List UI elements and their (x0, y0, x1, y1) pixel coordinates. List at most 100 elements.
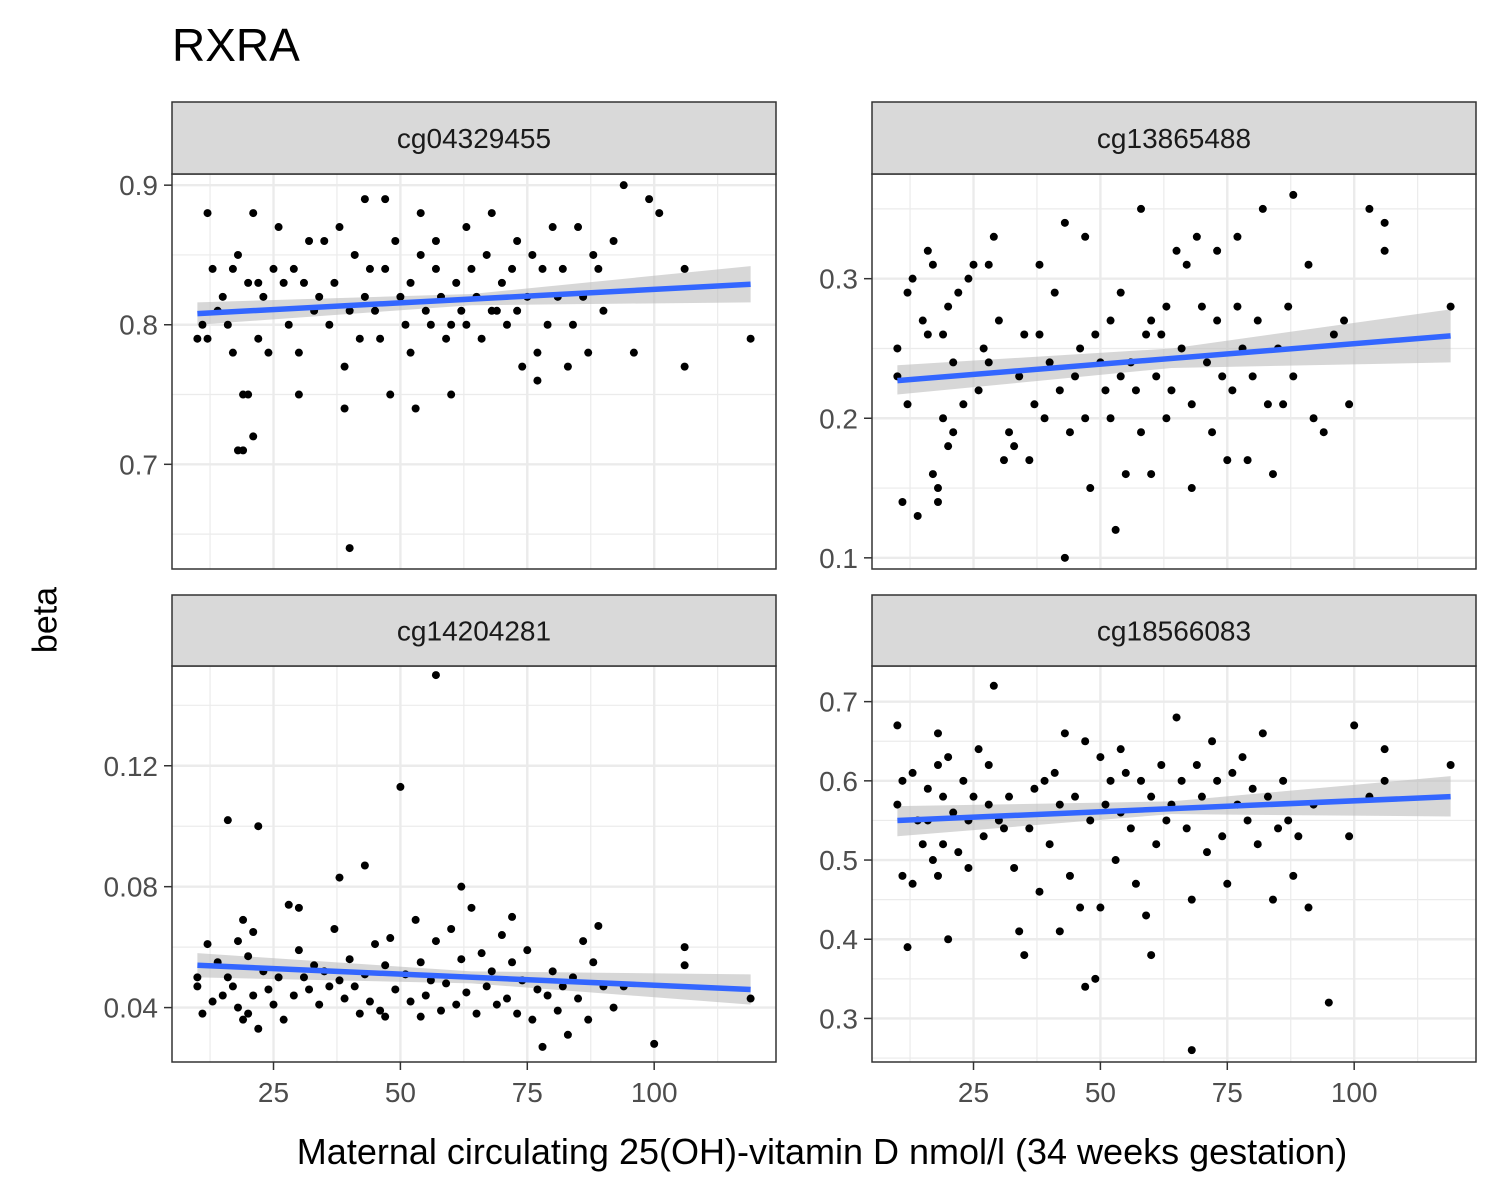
data-point (918, 840, 927, 849)
data-point (233, 250, 242, 259)
data-point (619, 181, 628, 190)
data-point (1197, 302, 1206, 311)
data-point (299, 973, 308, 982)
x-axis-label: Maternal circulating 25(OH)-vitamin D nm… (296, 1131, 1348, 1172)
data-point (421, 991, 430, 1000)
data-point (1208, 428, 1217, 437)
data-point (497, 931, 506, 940)
data-point (406, 278, 415, 287)
data-point (589, 958, 598, 967)
facet-strip-label: cg18566083 (1097, 616, 1251, 647)
data-point (964, 863, 973, 872)
data-point (472, 1009, 481, 1018)
data-point (933, 498, 942, 507)
data-point (1060, 218, 1069, 227)
data-point (1065, 871, 1074, 880)
data-point (609, 236, 618, 245)
data-point (533, 985, 542, 994)
data-point (563, 362, 572, 371)
data-point (198, 1009, 207, 1018)
data-point (497, 278, 506, 287)
y-tick-label: 0.3 (819, 1003, 858, 1034)
y-tick-label: 0.2 (819, 403, 858, 434)
data-point (365, 997, 374, 1006)
data-point (431, 671, 440, 680)
data-point (279, 1015, 288, 1024)
x-tick-label: 25 (958, 1077, 989, 1108)
data-point (259, 292, 268, 301)
data-point (1192, 232, 1201, 241)
data-point (1177, 344, 1186, 353)
data-point (1111, 525, 1120, 534)
confidence-band (897, 309, 1451, 395)
data-point (223, 320, 232, 329)
data-point (462, 988, 471, 997)
y-tick-label: 0.6 (819, 766, 858, 797)
data-point (999, 456, 1008, 465)
data-point (244, 278, 253, 287)
data-point (584, 1015, 593, 1024)
data-point (1010, 442, 1019, 451)
data-point (396, 782, 405, 791)
data-point (208, 997, 217, 1006)
data-point (903, 943, 912, 952)
data-point (944, 935, 953, 944)
data-point (1248, 372, 1257, 381)
data-point (903, 400, 912, 409)
data-point (264, 348, 273, 357)
data-point (680, 961, 689, 970)
data-point (1218, 372, 1227, 381)
data-point (974, 386, 983, 395)
data-point (1086, 816, 1095, 825)
data-point (1121, 768, 1130, 777)
data-point (650, 1039, 659, 1048)
data-point (452, 278, 461, 287)
data-point (254, 334, 263, 343)
data-point (1258, 729, 1267, 738)
y-tick-label: 0.7 (119, 449, 158, 480)
facet-panel-cg14204281: cg14204281 0.04 0.08 0.12 25 50 75 100 (104, 594, 777, 1108)
data-point (294, 348, 303, 357)
data-point (274, 223, 283, 232)
data-point (994, 316, 1003, 325)
data-point (1223, 879, 1232, 888)
data-point (1035, 330, 1044, 339)
data-point (376, 1006, 385, 1015)
data-point (1228, 386, 1237, 395)
data-point (406, 997, 415, 1006)
data-point (1040, 776, 1049, 785)
data-point (386, 390, 395, 399)
data-point (1213, 246, 1222, 255)
data-point (599, 306, 608, 315)
data-point (431, 264, 440, 273)
data-point (1263, 792, 1272, 801)
data-point (959, 776, 968, 785)
data-point (1131, 386, 1140, 395)
data-point (989, 232, 998, 241)
data-point (1197, 792, 1206, 801)
data-point (1243, 456, 1252, 465)
data-point (1152, 840, 1161, 849)
data-point (1081, 414, 1090, 423)
data-point (1147, 316, 1156, 325)
data-point (1284, 816, 1293, 825)
data-point (513, 306, 522, 315)
data-point (1126, 824, 1135, 833)
data-point (411, 404, 420, 413)
data-point (487, 967, 496, 976)
data-point (294, 946, 303, 955)
data-point (1263, 400, 1272, 409)
data-point (1091, 974, 1100, 983)
data-point (289, 264, 298, 273)
data-point (1137, 776, 1146, 785)
data-point (974, 745, 983, 754)
data-point (538, 264, 547, 273)
data-point (452, 1000, 461, 1009)
data-point (1055, 800, 1064, 809)
panel-background (172, 174, 776, 569)
data-point (543, 320, 552, 329)
data-point (908, 879, 917, 888)
data-point (1035, 887, 1044, 896)
facet-strip (871, 101, 1477, 175)
